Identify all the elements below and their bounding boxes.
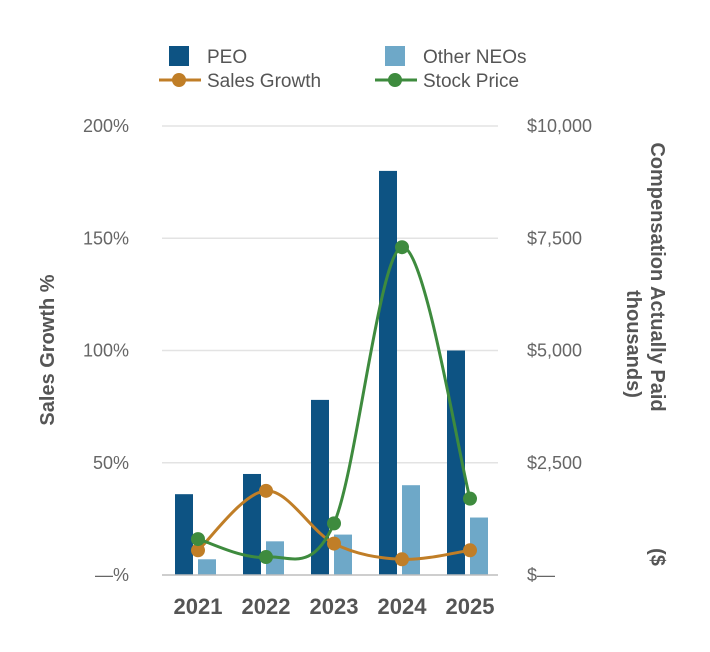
x-tick-label: 2025 xyxy=(446,594,495,619)
legend-label-stock-price: Stock Price xyxy=(423,71,519,92)
bar-other-neos xyxy=(402,485,420,575)
point-stock-price xyxy=(191,532,205,547)
bar-peo xyxy=(243,473,261,575)
legend-label-peo: PEO xyxy=(207,47,247,68)
legend: PEO Other NEOs Sales Growth Stock Price xyxy=(159,46,526,92)
right-tick-label: $10,000 xyxy=(527,116,592,136)
right-tick-label: $2,500 xyxy=(527,453,582,473)
left-axis-title: Sales Growth % xyxy=(37,274,59,425)
bar-peo xyxy=(379,170,397,575)
legend-label-other-neos: Other NEOs xyxy=(423,47,526,68)
legend-marker-stock-price xyxy=(388,73,402,87)
legend-marker-sales-growth xyxy=(172,73,186,87)
bar-peo xyxy=(175,494,193,575)
bar-other-neos xyxy=(198,559,216,575)
right-tick-label: $5,000 xyxy=(527,341,582,361)
line-stock-price xyxy=(197,245,472,561)
right-axis-title-prefix: ($ xyxy=(646,548,668,566)
point-stock-price xyxy=(395,240,409,255)
left-tick-label: 150% xyxy=(83,228,129,248)
x-tick-label: 2024 xyxy=(378,594,428,619)
bar-other-neos xyxy=(470,517,488,575)
point-sales-growth xyxy=(191,543,205,558)
gridlines xyxy=(162,125,498,464)
point-sales-growth xyxy=(463,543,477,558)
right-tick-label: $7,500 xyxy=(527,228,582,248)
point-sales-growth xyxy=(259,483,273,498)
point-sales-growth xyxy=(327,536,341,551)
left-tick-label: —% xyxy=(95,565,129,585)
x-tick-label: 2021 xyxy=(174,594,223,619)
bars xyxy=(175,170,488,575)
left-axis-ticks: —% 50% 100% 150% 200% xyxy=(83,116,129,585)
right-tick-label: $— xyxy=(527,565,555,585)
line-series xyxy=(191,240,477,567)
x-tick-label: 2023 xyxy=(310,594,359,619)
x-axis-categories: 2021 2022 2023 2024 2025 xyxy=(174,594,495,619)
point-stock-price xyxy=(259,550,273,565)
left-tick-label: 50% xyxy=(93,453,129,473)
legend-label-sales-growth: Sales Growth xyxy=(207,71,321,92)
right-axis-ticks: $— $2,500 $5,000 $7,500 $10,000 xyxy=(527,116,592,585)
x-tick-label: 2022 xyxy=(242,594,291,619)
bar-peo xyxy=(311,399,329,575)
right-axis-title-line1: Compensation Actually Paid xyxy=(646,142,668,411)
point-stock-price xyxy=(463,491,477,506)
right-axis-title-line2: thousands) xyxy=(622,290,644,398)
left-tick-label: 100% xyxy=(83,341,129,361)
legend-swatch-other-neos xyxy=(385,46,405,66)
legend-swatch-peo xyxy=(169,46,189,66)
point-stock-price xyxy=(327,516,341,531)
left-tick-label: 200% xyxy=(83,116,129,136)
point-sales-growth xyxy=(395,552,409,567)
